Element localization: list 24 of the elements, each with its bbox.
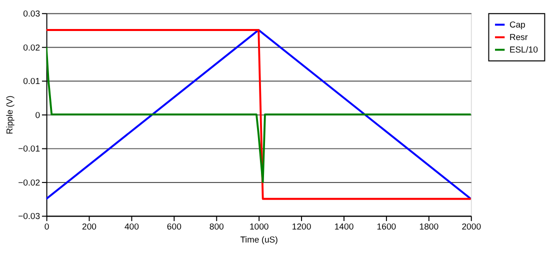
y-tick-label: 0.03 [23,8,40,18]
x-tick-label: 600 [166,222,182,232]
legend-label: Cap [509,20,526,30]
x-tick-label: 1600 [376,222,396,232]
x-tick-label: 800 [209,222,224,232]
x-tick-label: 1400 [334,222,354,232]
line-series [46,46,471,183]
x-tick-label: 1000 [249,222,269,232]
y-tick-label: 0.01 [23,76,40,86]
x-tick-label: 200 [82,222,97,232]
x-tick-label: 1800 [419,222,439,232]
x-axis-title: Time (uS) [240,234,278,244]
y-tick-label: 0 [35,110,40,120]
y-tick-label: −0.03 [18,211,40,222]
x-tick-label: 400 [124,222,140,232]
x-tick-label: 0 [44,222,50,232]
y-tick-label: 0.02 [23,42,40,52]
x-tick-label: 2000 [462,222,482,232]
legend-label: Resr [509,32,528,42]
y-tick-label: −0.02 [18,177,40,188]
y-tick-label: −0.01 [18,144,40,154]
y-axis-title: Ripple (V) [4,96,14,134]
x-tick-label: 1200 [292,222,312,232]
legend-label: ESL/10 [509,44,538,55]
